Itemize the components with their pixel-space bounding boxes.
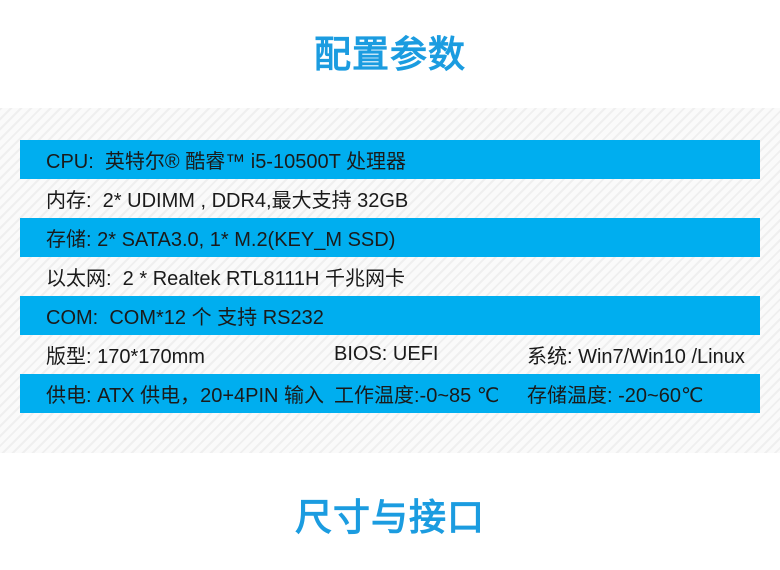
spec-cell: BIOS: UEFI	[334, 343, 439, 365]
spec-row: 供电: ATX 供电，20+4PIN 输入 工作温度:-0~85 ℃ 存储温度: -…	[20, 374, 760, 413]
spec-cell: CPU: 英特尔® 酷睿™ i5-10500T 处理器	[46, 151, 406, 173]
ports-title-band: 尺寸与接口	[0, 453, 780, 570]
spec-row: COM: COM*12 个 支持 RS232	[20, 296, 760, 335]
config-title-band: 配置参数	[0, 0, 780, 108]
spec-cell: 存储: 2* SATA3.0, 1* M.2(KEY_M SSD)	[46, 229, 396, 251]
spec-row: 内存: 2* UDIMM , DDR4,最大支持 32GB	[20, 179, 760, 218]
spec-cell: 系统: Win7/Win10 /Linux	[527, 346, 745, 368]
spec-row: 存储: 2* SATA3.0, 1* M.2(KEY_M SSD)	[20, 218, 760, 257]
spec-row: 版型: 170*170mm BIOS: UEFI 系统: Win7/Win10 /L…	[20, 335, 760, 374]
spec-row: CPU: 英特尔® 酷睿™ i5-10500T 处理器	[20, 140, 760, 179]
spec-cell: 内存: 2* UDIMM , DDR4,最大支持 32GB	[46, 190, 409, 212]
spec-striped-band: CPU: 英特尔® 酷睿™ i5-10500T 处理器 内存: 2* UDIMM …	[0, 108, 780, 453]
spec-cell: 版型: 170*170mm	[46, 346, 205, 368]
spec-table: CPU: 英特尔® 酷睿™ i5-10500T 处理器 内存: 2* UDIMM …	[20, 140, 760, 413]
page-title-config: 配置参数	[314, 33, 466, 75]
spec-cell: 供电: ATX 供电，20+4PIN 输入	[46, 385, 325, 407]
spec-row: 以太网: 2 * Realtek RTL8111H 千兆网卡	[20, 257, 760, 296]
page-title-ports: 尺寸与接口	[295, 497, 485, 538]
spec-cell: 工作温度:-0~85 ℃	[334, 385, 500, 407]
spec-cell: 以太网: 2 * Realtek RTL8111H 千兆网卡	[46, 268, 406, 290]
spec-cell: 存储温度: -20~60℃	[527, 385, 704, 407]
spec-cell: COM: COM*12 个 支持 RS232	[46, 307, 324, 329]
